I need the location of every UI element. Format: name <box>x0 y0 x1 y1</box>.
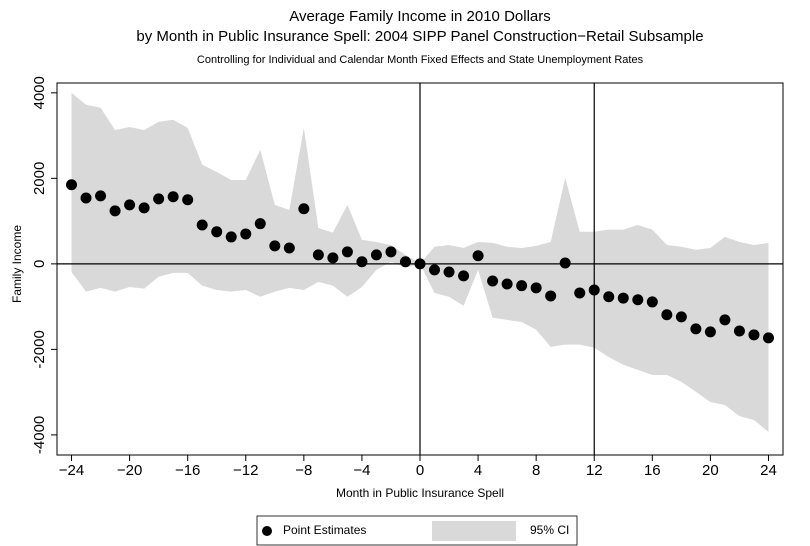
point <box>414 258 426 270</box>
point <box>138 202 150 214</box>
y-tick-label: 4000 <box>31 76 48 109</box>
point <box>225 231 237 243</box>
point <box>458 270 470 282</box>
point <box>748 329 760 341</box>
point <box>399 256 411 268</box>
point <box>80 192 92 204</box>
legend-box <box>256 515 578 546</box>
point <box>516 280 528 292</box>
x-tick-label: −24 <box>59 462 84 479</box>
point <box>501 278 513 290</box>
x-tick-label: 16 <box>644 462 661 479</box>
point <box>545 290 557 302</box>
x-tick-label: 20 <box>702 462 719 479</box>
point <box>124 199 136 211</box>
point <box>167 191 179 203</box>
chart-subtitle: Controlling for Individual and Calendar … <box>197 54 644 66</box>
point <box>327 252 339 264</box>
point <box>530 282 542 294</box>
point <box>719 314 731 326</box>
x-tick-label: 8 <box>532 462 540 479</box>
point <box>182 194 194 206</box>
point <box>109 205 121 217</box>
point <box>66 179 78 191</box>
point <box>196 219 208 231</box>
point <box>733 325 745 337</box>
point <box>429 264 441 276</box>
point <box>153 193 165 205</box>
x-axis-label: Month in Public Insurance Spell <box>336 486 504 500</box>
point <box>559 257 571 269</box>
point <box>385 246 397 258</box>
x-tick-label: 4 <box>474 462 482 479</box>
x-tick-label: −8 <box>295 462 312 479</box>
point <box>617 292 629 304</box>
legend-swatch <box>432 521 516 541</box>
x-tick-label: −16 <box>175 462 200 479</box>
point <box>443 266 455 278</box>
x-tick-label: −12 <box>233 462 258 479</box>
x-tick-label: 0 <box>416 462 424 479</box>
point <box>574 287 586 299</box>
point <box>646 296 658 308</box>
point <box>762 332 774 344</box>
point <box>632 294 644 306</box>
x-tick-label: 12 <box>586 462 603 479</box>
legend-label: Point Estimates <box>283 523 366 537</box>
legend-marker <box>262 526 272 536</box>
point <box>240 228 252 240</box>
point <box>298 203 310 215</box>
point <box>370 249 382 261</box>
x-tick-label: 24 <box>760 462 777 479</box>
chart-title: by Month in Public Insurance Spell: 2004… <box>136 28 703 45</box>
point <box>704 326 716 338</box>
point <box>356 256 368 268</box>
point <box>312 249 324 261</box>
point <box>211 226 223 238</box>
point <box>254 218 266 230</box>
point <box>603 291 615 303</box>
y-tick-label: 2000 <box>31 162 48 195</box>
point <box>472 250 484 262</box>
legend-label: 95% CI <box>530 523 569 537</box>
point <box>95 190 107 202</box>
point <box>690 323 702 335</box>
point <box>341 246 353 258</box>
x-tick-label: −4 <box>353 462 370 479</box>
chart-title: Average Family Income in 2010 Dollars <box>289 8 551 25</box>
point <box>661 309 673 321</box>
point <box>675 311 687 323</box>
y-tick-label: -4000 <box>31 416 48 454</box>
point <box>487 275 499 287</box>
y-tick-label: 0 <box>31 260 48 268</box>
y-tick-label: -2000 <box>31 330 48 368</box>
x-tick-label: −20 <box>117 462 142 479</box>
point <box>283 242 295 254</box>
point <box>588 284 600 296</box>
point <box>269 240 281 252</box>
y-axis-label: Family Income <box>10 225 24 303</box>
